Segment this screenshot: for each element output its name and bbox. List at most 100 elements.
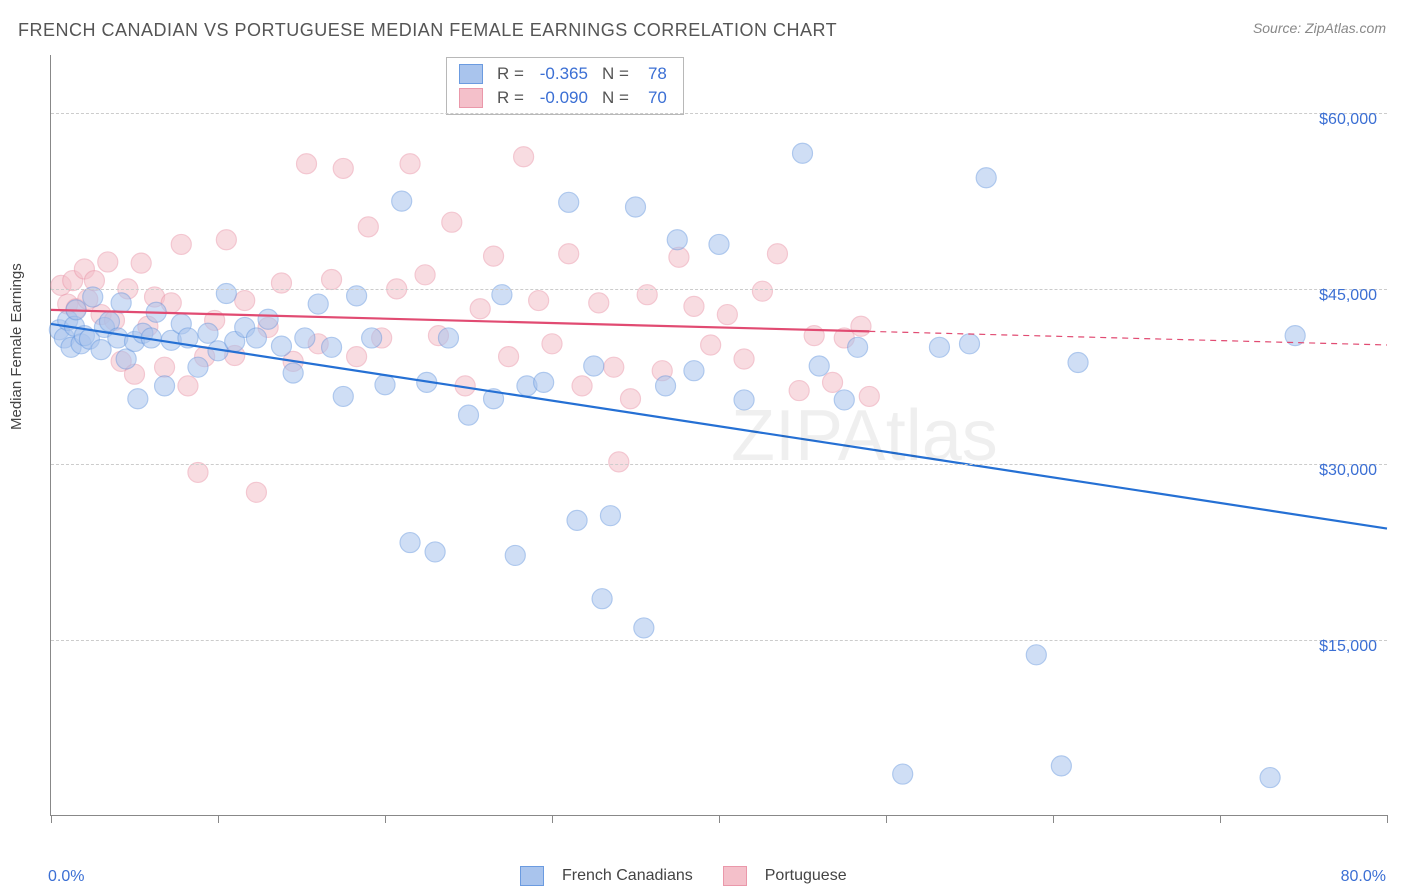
scatter-point (960, 334, 980, 354)
x-tick (552, 815, 553, 823)
correlation-stats-box: R =-0.365N =78R =-0.090N =70 (446, 57, 684, 115)
scatter-point (333, 386, 353, 406)
stat-r-value: -0.090 (532, 88, 588, 108)
scatter-point (400, 533, 420, 553)
scatter-point (322, 269, 342, 289)
scatter-point (246, 482, 266, 502)
scatter-point (534, 372, 554, 392)
scatter-point (484, 246, 504, 266)
scatter-point (297, 154, 317, 174)
scatter-point (188, 462, 208, 482)
scatter-point (308, 294, 328, 314)
scatter-point (637, 285, 657, 305)
scatter-point (620, 389, 640, 409)
scatter-point (258, 309, 278, 329)
scatter-point (333, 158, 353, 178)
scatter-point (438, 328, 458, 348)
scatter-point (684, 361, 704, 381)
scatter-point (823, 372, 843, 392)
scatter-point (684, 296, 704, 316)
stat-n-value: 78 (637, 64, 667, 84)
scatter-point (609, 452, 629, 472)
legend-label: French Canadians (562, 867, 693, 885)
scatter-point (1068, 353, 1088, 373)
scatter-point (178, 376, 198, 396)
scatter-point (626, 197, 646, 217)
scatter-point (929, 337, 949, 357)
scatter-point (851, 316, 871, 336)
stat-row: R =-0.090N =70 (447, 86, 683, 110)
scatter-point (198, 323, 218, 343)
scatter-point (667, 230, 687, 250)
scatter-point (271, 273, 291, 293)
x-tick (385, 815, 386, 823)
scatter-point (634, 618, 654, 638)
y-axis-label: Median Female Earnings (8, 263, 25, 430)
scatter-point (804, 326, 824, 346)
scatter-point (155, 357, 175, 377)
scatter-point (155, 376, 175, 396)
scatter-point (717, 305, 737, 325)
y-tick-label: $30,000 (1319, 462, 1377, 480)
scatter-point (567, 510, 587, 530)
scatter-point (425, 542, 445, 562)
scatter-point (400, 154, 420, 174)
scatter-point (592, 589, 612, 609)
scatter-point (559, 244, 579, 264)
scatter-point (976, 168, 996, 188)
series-swatch (459, 64, 483, 84)
scatter-point (529, 291, 549, 311)
scatter-point (295, 328, 315, 348)
stat-n-label: N = (602, 64, 629, 84)
scatter-point (789, 381, 809, 401)
scatter-point (752, 281, 772, 301)
x-tick (886, 815, 887, 823)
scatter-point (415, 265, 435, 285)
plot-area: R =-0.365N =78R =-0.090N =70 ZIPAtlas $1… (50, 55, 1387, 816)
scatter-point (283, 363, 303, 383)
scatter-point (505, 545, 525, 565)
scatter-point (392, 191, 412, 211)
gridline (51, 113, 1387, 114)
x-tick (51, 815, 52, 823)
scatter-point (734, 349, 754, 369)
scatter-point (1026, 645, 1046, 665)
stat-row: R =-0.365N =78 (447, 62, 683, 86)
scatter-point (83, 287, 103, 307)
scatter-point (1051, 756, 1071, 776)
scatter-point (362, 328, 382, 348)
x-tick (1220, 815, 1221, 823)
scatter-point (116, 349, 136, 369)
scatter-point (514, 147, 534, 167)
scatter-point (375, 375, 395, 395)
scatter-point (131, 253, 151, 273)
correlation-chart: FRENCH CANADIAN VS PORTUGUESE MEDIAN FEM… (0, 0, 1406, 892)
source-attribution: Source: ZipAtlas.com (1253, 20, 1386, 36)
scatter-point (734, 390, 754, 410)
y-tick-label: $15,000 (1319, 638, 1377, 656)
x-tick (1053, 815, 1054, 823)
scatter-point (542, 334, 562, 354)
plot-svg (51, 55, 1387, 815)
stat-r-label: R = (497, 88, 524, 108)
scatter-point (848, 337, 868, 357)
x-max-label: 80.0% (1341, 868, 1386, 886)
legend-item: Portuguese (723, 866, 847, 886)
scatter-point (442, 212, 462, 232)
scatter-point (128, 389, 148, 409)
scatter-point (492, 285, 512, 305)
gridline (51, 640, 1387, 641)
scatter-point (1260, 768, 1280, 788)
scatter-point (709, 234, 729, 254)
scatter-point (793, 143, 813, 163)
scatter-point (246, 328, 266, 348)
scatter-point (859, 386, 879, 406)
scatter-point (701, 335, 721, 355)
scatter-point (459, 405, 479, 425)
scatter-point (91, 340, 111, 360)
scatter-point (767, 244, 787, 264)
scatter-point (322, 337, 342, 357)
scatter-point (216, 284, 236, 304)
scatter-point (111, 293, 131, 313)
scatter-point (600, 506, 620, 526)
